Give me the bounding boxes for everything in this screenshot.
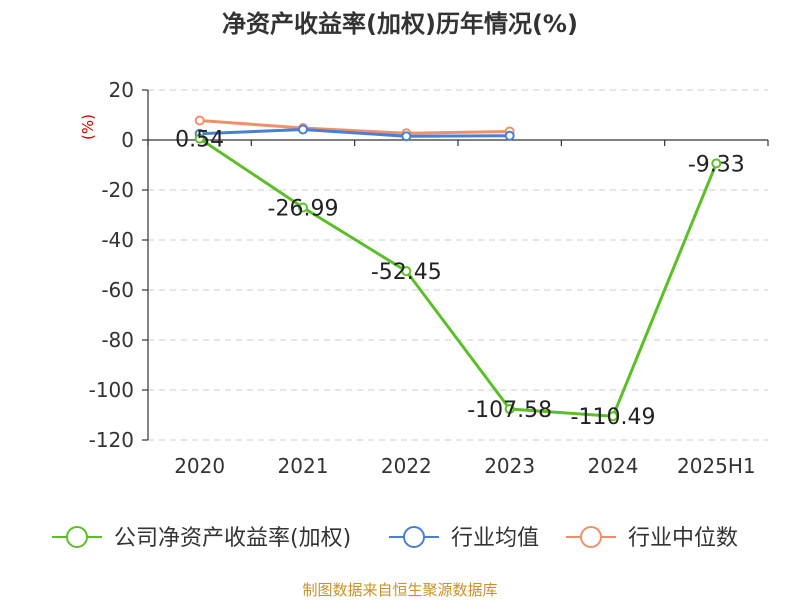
source-note: 制图数据来自恒生聚源数据库 <box>302 581 497 599</box>
series-point-2 <box>194 115 205 126</box>
y-tick-label: -100 <box>89 378 134 402</box>
series-line-1 <box>199 128 510 138</box>
series-point-0 <box>711 158 722 169</box>
series-lines <box>194 115 722 422</box>
data-label: -9.33 <box>688 152 745 177</box>
data-label: 0.54 <box>175 128 224 153</box>
series-line-2 <box>199 119 510 135</box>
y-tick-label: 0 <box>121 128 134 152</box>
series-point-0 <box>608 411 618 422</box>
y-tick-label: 20 <box>109 78 134 102</box>
legend-swatch-marker <box>403 526 425 548</box>
x-tick-label: 2022 <box>381 454 432 478</box>
y-tick-label: -20 <box>101 178 134 202</box>
data-label: -26.99 <box>268 196 339 221</box>
data-label: -52.45 <box>371 260 442 285</box>
legend-swatch-marker <box>66 526 88 548</box>
legend: 公司净资产收益率(加权) 行业均值 行业中位数 <box>52 526 738 551</box>
y-tick-label: -40 <box>101 228 134 252</box>
axes: 20 0 -20 -40 -60 -80 -100 -120 2020 2021 2022 2023 2… <box>89 78 769 478</box>
x-tick-label: 2024 <box>588 454 639 478</box>
series-point-1 <box>401 131 412 142</box>
y-tick-label: -60 <box>101 278 134 302</box>
series-line-0 <box>198 137 718 418</box>
legend-label: 行业中位数 <box>628 526 738 551</box>
x-tick-label: 2020 <box>174 454 225 478</box>
y-axis-unit: (%) <box>79 114 97 140</box>
series-point-1 <box>504 130 515 141</box>
chart-title: 净资产收益率(加权)历年情况(%) <box>222 10 578 38</box>
x-tick-label: 2025H1 <box>677 454 756 478</box>
legend-label: 公司净资产收益率(加权) <box>114 526 351 551</box>
legend-swatch-marker <box>580 526 602 548</box>
series-point-0 <box>401 266 412 277</box>
series-point-0 <box>504 403 515 414</box>
y-tick-label: -80 <box>101 328 134 352</box>
data-labels: 0.54 -26.99 -52.45 -107.58 -110.49 -9.33 <box>175 128 745 431</box>
x-tick-label: 2023 <box>484 454 535 478</box>
data-label: -110.49 <box>571 405 656 430</box>
legend-label: 行业均值 <box>451 526 539 551</box>
series-point-0 <box>298 202 308 213</box>
series-point-1 <box>298 124 308 135</box>
x-tick-label: 2021 <box>278 454 329 478</box>
series-point-0 <box>194 133 205 144</box>
y-tick-label: -120 <box>89 428 134 452</box>
data-label: -107.58 <box>467 398 552 423</box>
